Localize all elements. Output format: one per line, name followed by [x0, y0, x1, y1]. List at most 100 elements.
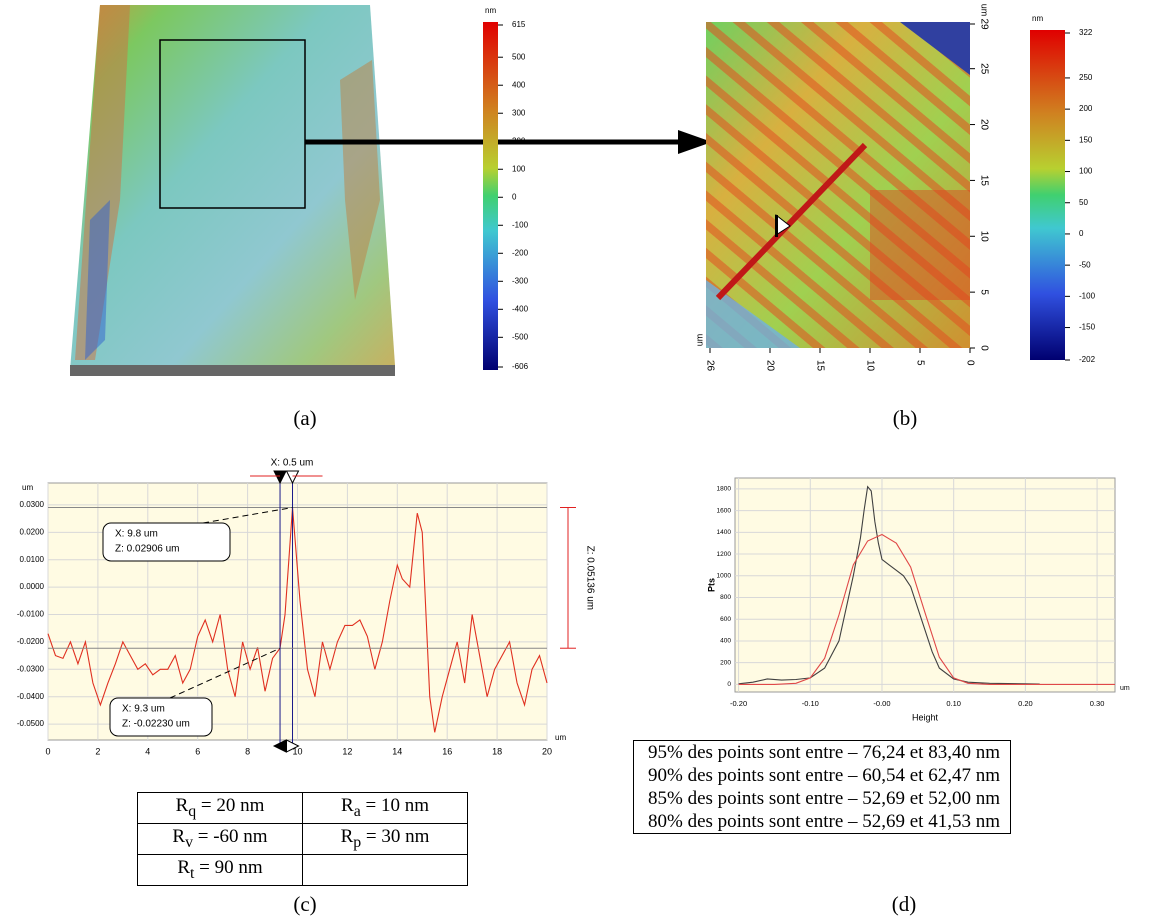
symbol: R	[177, 857, 191, 879]
table-row: 85% des points sont entre – 52,69 et 52,…	[634, 787, 1011, 810]
colorbar-label: 200	[512, 136, 526, 145]
table-cell	[302, 854, 468, 886]
y-tick-label: 1600	[717, 507, 732, 514]
cell-text: = 10 nm	[360, 795, 429, 817]
annotation: X: 9.8 um	[115, 529, 158, 540]
y-tick-label: 0	[727, 681, 731, 688]
height-map	[706, 22, 970, 348]
y-tick-label: 5	[978, 289, 989, 295]
annotation: X: 9.3 um	[122, 704, 165, 715]
colorbar-label: 100	[512, 164, 526, 173]
x-axis-label: Height	[912, 712, 939, 722]
colorbar-label: 250	[1079, 73, 1093, 82]
subscript: t	[190, 864, 195, 882]
colorbar-label: -606	[512, 362, 529, 371]
caption: (d)	[892, 892, 917, 916]
cell-text: = 30 nm	[361, 826, 430, 848]
x-tick-label: 6	[195, 746, 200, 756]
table-row: Rt = 90 nm	[137, 854, 468, 886]
table-row: Rq = 20 nm Ra = 10 nm	[137, 792, 468, 824]
y-tick-label: 200	[720, 659, 731, 666]
axis-unit: um	[694, 334, 704, 347]
symbol: R	[341, 795, 354, 817]
cursor-marker	[273, 470, 287, 485]
x-tick-label: 18	[492, 746, 502, 756]
series-line	[738, 485, 1040, 685]
x-tick-label: 0	[45, 746, 50, 756]
axis-unit: um	[22, 483, 33, 492]
y-tick-label: 20	[978, 119, 989, 131]
caption: (b)	[893, 406, 918, 430]
cursor-marker	[272, 739, 287, 753]
axis-unit: um	[555, 733, 566, 742]
colorbar	[1030, 30, 1065, 360]
colorbar-label: -50	[1079, 260, 1091, 269]
x-tick-label: 0.30	[1090, 699, 1105, 708]
distribution-table: 95% des points sont entre – 76,24 et 83,…	[633, 740, 1011, 834]
y-tick-label: 15	[978, 175, 989, 187]
table-row: 90% des points sont entre – 60,54 et 62,…	[634, 764, 1011, 787]
x-tick-label: 0.20	[1018, 699, 1033, 708]
cell-text: = 90 nm	[194, 857, 263, 879]
annotation: Z: 0.05136 um	[584, 546, 595, 610]
cursor-marker	[285, 470, 300, 485]
table-row: 80% des points sont entre – 52,69 et 41,…	[634, 810, 1011, 834]
symbol: R	[340, 826, 354, 848]
y-tick-label: 400	[720, 638, 731, 645]
table-cell: Rp = 30 nm	[302, 823, 468, 855]
x-tick-label: -0.20	[730, 699, 747, 708]
x-tick-label: -0.10	[802, 699, 819, 708]
caption: (a)	[293, 406, 316, 430]
colorbar-label: 50	[1079, 198, 1088, 207]
colorbar-label: -100	[512, 220, 529, 229]
annotation: X: 0.5 um	[271, 458, 314, 469]
table-cell: 80% des points sont entre – 52,69 et 41,…	[648, 810, 1000, 832]
colorbar-label: -500	[512, 332, 529, 341]
y-tick-label: 1800	[717, 486, 732, 493]
colorbar-label: 0	[1079, 229, 1084, 238]
y-tick-label: 800	[720, 594, 731, 601]
y-tick-label: 0.0300	[20, 500, 45, 509]
table-cell: 85% des points sont entre – 52,69 et 52,…	[648, 787, 1000, 809]
x-tick-label: 10	[292, 746, 302, 756]
colorbar-label: 500	[512, 52, 526, 61]
annotation: Z: -0.02230 um	[122, 719, 190, 730]
axis-unit: um	[980, 4, 990, 17]
y-tick-label: 25	[978, 63, 989, 75]
x-tick-label: 0.10	[946, 699, 961, 708]
roughness-table: Rq = 20 nm Ra = 10 nm Rv = -60 nm Rp = 30 n…	[137, 792, 468, 886]
y-tick-label: 0.0000	[20, 582, 45, 591]
colorbar-label: -202	[1079, 355, 1096, 364]
colorbar-label: 200	[1079, 104, 1093, 113]
x-tick-label: -0.00	[873, 699, 890, 708]
symbol: R	[175, 795, 189, 817]
x-tick-label: 8	[245, 746, 250, 756]
y-tick-label: 0.0200	[20, 527, 45, 536]
cell-text: = -60 nm	[193, 826, 268, 848]
colorbar-unit: nm	[485, 6, 496, 15]
cell-text: = 20 nm	[196, 795, 265, 817]
subscript: a	[353, 802, 361, 820]
table-row: 95% des points sont entre – 76,24 et 83,…	[634, 741, 1011, 765]
x-tick-label: 0	[964, 360, 975, 366]
y-tick-label: -0.0500	[17, 719, 45, 728]
axis-unit: um	[1120, 685, 1130, 692]
x-tick-label: 12	[342, 746, 352, 756]
subscript: v	[185, 833, 194, 851]
series-line	[738, 533, 1115, 685]
plot-area	[734, 477, 1116, 693]
y-tick-label: 0.0100	[20, 555, 45, 564]
x-tick-label: 14	[392, 746, 402, 756]
y-tick-label: 29	[978, 18, 989, 30]
y-axis-label: Pts	[706, 578, 716, 592]
y-tick-label: -0.0200	[17, 637, 45, 646]
y-tick-label: -0.0300	[17, 664, 45, 673]
y-tick-label: -0.0400	[17, 692, 45, 701]
table-cell: Ra = 10 nm	[302, 792, 468, 824]
annotation-box	[109, 697, 213, 737]
colorbar-label: 615	[512, 20, 526, 29]
caption: (c)	[293, 892, 316, 916]
colorbar	[483, 22, 498, 370]
x-tick-label: 10	[864, 360, 875, 372]
